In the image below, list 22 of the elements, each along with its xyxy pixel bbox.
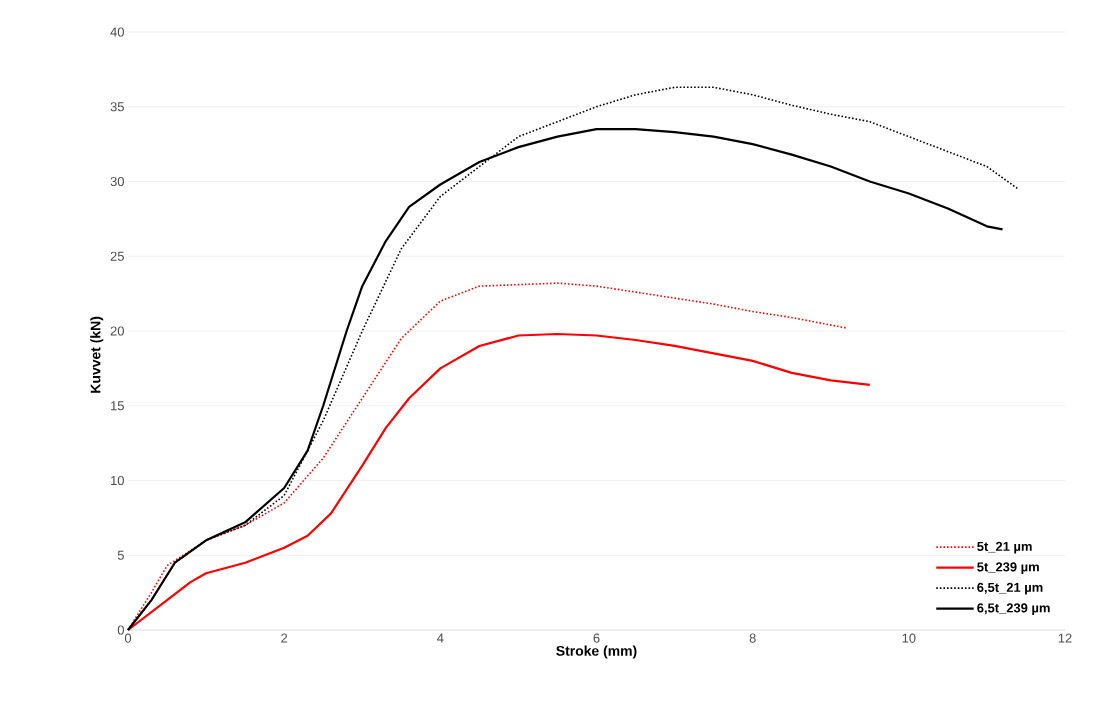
x-tick-label: 6 [593,633,600,643]
legend-label: 5t_21 µm [977,541,1032,554]
x-axis-title: Stroke (mm) [556,645,637,659]
x-tick-label: 10 [902,633,916,643]
legend-label: 6,5t_239 µm [977,603,1050,616]
y-tick-label: 25 [110,251,124,261]
y-tick-label: 30 [110,176,124,187]
y-tick-label: 5 [117,550,124,560]
x-tick-label: 12 [1058,633,1072,643]
legend-label: 5t_239 µm [977,562,1039,575]
y-tick-label: 35 [110,102,124,112]
y-tick-label: 0 [117,625,124,635]
x-tick-label: 2 [281,633,288,643]
y-axis-title: Kuvvet (kN) [90,316,104,393]
x-tick-label: 8 [749,633,756,643]
legend-label: 6,5t_21 µm [977,582,1043,595]
y-tick-label: 10 [111,475,124,486]
x-tick-label: 0 [124,633,132,643]
y-tick-label: 40 [110,27,124,37]
y-tick-label: 20 [110,326,124,336]
y-tick-label: 15 [111,401,124,411]
x-tick-label: 4 [437,633,444,643]
